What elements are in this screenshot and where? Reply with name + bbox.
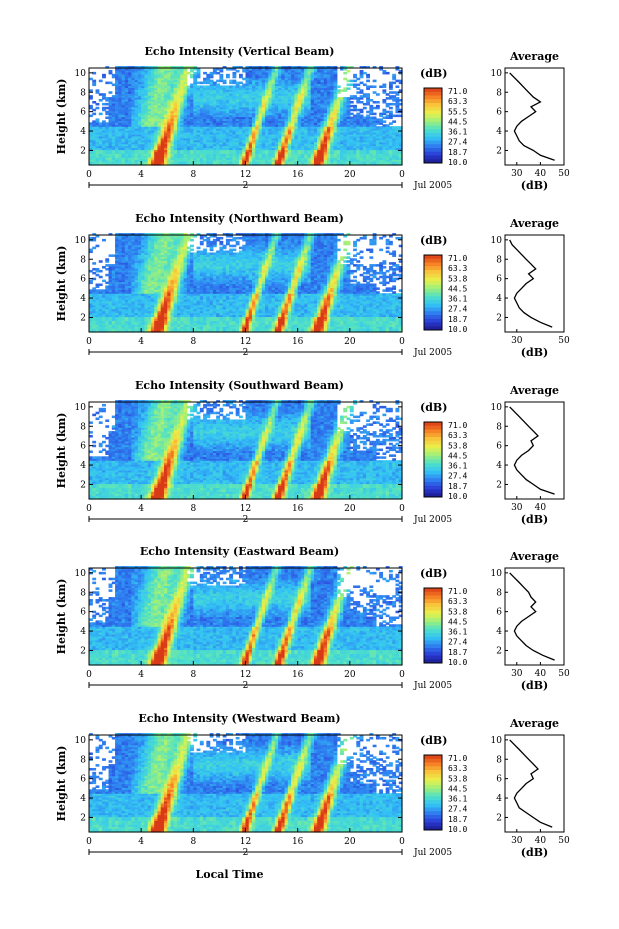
heatmap-cell bbox=[102, 93, 106, 96]
heatmap-cell bbox=[99, 113, 103, 116]
heatmap-cell bbox=[96, 107, 100, 110]
heatmap-cell bbox=[109, 91, 113, 94]
heatmap-cell bbox=[96, 89, 100, 92]
heatmap-cell bbox=[96, 103, 100, 106]
heatmap-cell bbox=[89, 95, 93, 98]
heatmap-cell bbox=[96, 118, 100, 121]
heatmap-cell bbox=[89, 89, 93, 92]
heatmap-cell bbox=[102, 74, 106, 77]
heatmap-cell bbox=[92, 80, 96, 83]
panel-0: Echo Intensity (Vertical Beam)246810Heig… bbox=[55, 45, 570, 192]
heatmap-cell bbox=[89, 105, 93, 108]
figure: Echo Intensity (Vertical Beam)246810Heig… bbox=[0, 0, 619, 929]
panel-title: Echo Intensity (Vertical Beam) bbox=[144, 45, 334, 58]
heatmap-cell bbox=[109, 70, 113, 73]
heatmap-cell bbox=[92, 113, 96, 116]
heatmap-cell bbox=[99, 80, 103, 83]
heatmap bbox=[89, 66, 403, 166]
